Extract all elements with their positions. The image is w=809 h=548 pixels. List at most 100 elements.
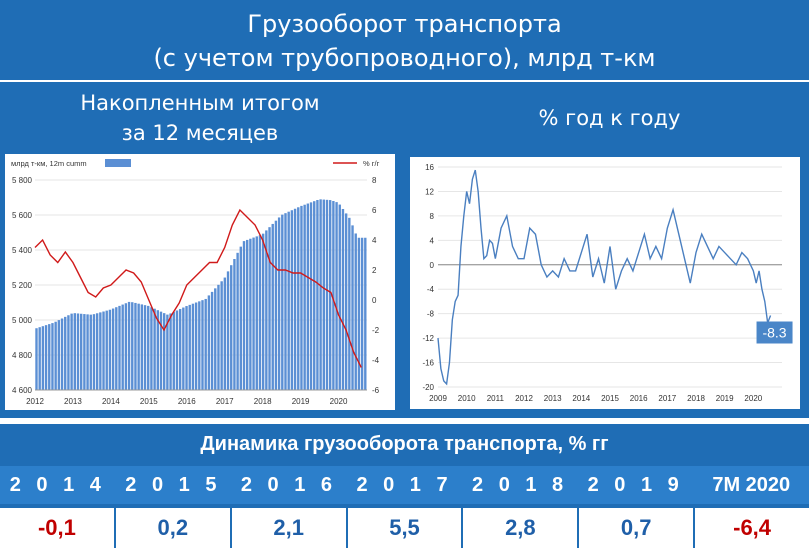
bar xyxy=(217,284,220,390)
x-tick-label: 2012 xyxy=(26,397,44,406)
bar xyxy=(150,307,153,390)
bar xyxy=(86,314,89,390)
bar xyxy=(185,306,188,390)
bar xyxy=(194,302,198,390)
table-value-cell: 0,7 xyxy=(579,508,694,548)
y2-tick-label: -4 xyxy=(372,356,380,365)
bar xyxy=(175,310,179,390)
bar xyxy=(313,201,316,390)
bar xyxy=(354,233,357,390)
y-tick-label: 5 600 xyxy=(12,211,33,220)
bar xyxy=(281,214,284,390)
bar xyxy=(255,236,258,390)
y-tick-label: 4 xyxy=(430,236,435,245)
y-tick-label: 16 xyxy=(425,163,434,172)
table-header-cell: 2 0 1 7 xyxy=(356,474,453,496)
y-tick-label: 5 800 xyxy=(12,176,33,185)
y2-tick-label: 2 xyxy=(372,266,377,275)
bar xyxy=(57,320,61,390)
bar xyxy=(309,202,313,390)
bar xyxy=(274,220,278,390)
right-panel-title: % год к году xyxy=(538,106,681,130)
bar xyxy=(95,313,99,390)
x-tick-label: 2015 xyxy=(140,397,158,406)
y-tick-label: 12 xyxy=(425,187,434,196)
bar xyxy=(341,208,345,390)
bar xyxy=(83,314,86,390)
x-tick-label: 2013 xyxy=(64,397,82,406)
y2-tick-label: 8 xyxy=(372,176,377,185)
table-value-cell: 0,2 xyxy=(115,508,230,548)
bar xyxy=(233,259,236,390)
left-panel-title-line-1: Накопленным итогом xyxy=(80,91,320,115)
bar xyxy=(51,323,54,390)
bar xyxy=(35,328,38,390)
x-tick-label: 2016 xyxy=(630,394,648,403)
bar xyxy=(178,309,182,390)
x-tick-label: 2020 xyxy=(744,394,762,403)
bar xyxy=(159,311,163,390)
bar xyxy=(230,265,233,390)
bar xyxy=(332,200,335,390)
bar xyxy=(137,303,140,390)
left-panel-title-line-2: за 12 месяцев xyxy=(121,121,279,145)
bar xyxy=(360,237,364,390)
bar xyxy=(351,225,354,390)
y-tick-label: 5 400 xyxy=(12,246,33,255)
table-value-cell: 2,1 xyxy=(231,508,346,548)
bar xyxy=(76,313,80,390)
table-header-cell: 7М 2020 xyxy=(712,474,791,496)
y2-tick-label: -6 xyxy=(372,386,380,395)
bar xyxy=(143,305,147,390)
bar xyxy=(344,213,348,390)
x-tick-label: 2014 xyxy=(102,397,120,406)
y-tick-label: 8 xyxy=(430,212,435,221)
bar xyxy=(79,313,83,390)
bar xyxy=(118,305,121,390)
x-tick-label: 2011 xyxy=(487,394,505,403)
x-tick-label: 2019 xyxy=(716,394,734,403)
yoy-series-line xyxy=(34,208,362,368)
bar xyxy=(201,300,204,390)
bar xyxy=(162,313,166,390)
bar xyxy=(73,313,76,390)
bar xyxy=(316,200,319,390)
table-value-cell: 2,8 xyxy=(463,508,578,548)
table-value-cell: -6,4 xyxy=(695,508,809,548)
y2-tick-label: 4 xyxy=(372,236,377,245)
x-tick-label: 2015 xyxy=(601,394,619,403)
bar xyxy=(41,326,45,390)
y-tick-label: 4 600 xyxy=(12,386,33,395)
bar xyxy=(271,223,274,390)
bar xyxy=(364,237,367,390)
bar xyxy=(38,327,41,390)
bar xyxy=(261,233,265,390)
bar xyxy=(48,324,51,390)
y2-tick-label: 6 xyxy=(372,206,377,215)
bar xyxy=(191,303,195,390)
bar xyxy=(156,310,159,390)
bar xyxy=(115,307,118,390)
x-tick-label: 2018 xyxy=(254,397,272,406)
bar xyxy=(105,310,108,390)
main-title-banner: Грузооборот транспорта (с учетом трубопр… xyxy=(0,0,809,80)
bar xyxy=(210,291,214,390)
bar xyxy=(108,309,112,390)
yoy-chart-panel: -20 -16 -12 -8 -4 0 4 8 12 16 2009 2010 2011 2012 2013… xyxy=(410,157,800,409)
bar xyxy=(204,298,207,390)
y2-tick-label: -2 xyxy=(372,326,380,335)
bar xyxy=(188,304,191,390)
bar xyxy=(284,213,287,390)
legend-bar-swatch xyxy=(105,159,131,167)
table-value-cell: -0,1 xyxy=(0,508,114,548)
bar xyxy=(121,304,124,390)
yoy-chart: -20 -16 -12 -8 -4 0 4 8 12 16 2009 2010 2011 2012 2013… xyxy=(422,163,793,403)
x-tick-label: 2013 xyxy=(544,394,562,403)
table-header-cell: 2 0 1 6 xyxy=(240,474,338,496)
bar xyxy=(147,305,150,390)
y-tick-label: -4 xyxy=(427,285,435,294)
x-tick-label: 2010 xyxy=(458,394,476,403)
annotation-box xyxy=(756,321,793,344)
bar xyxy=(290,210,294,390)
bar xyxy=(153,308,156,390)
